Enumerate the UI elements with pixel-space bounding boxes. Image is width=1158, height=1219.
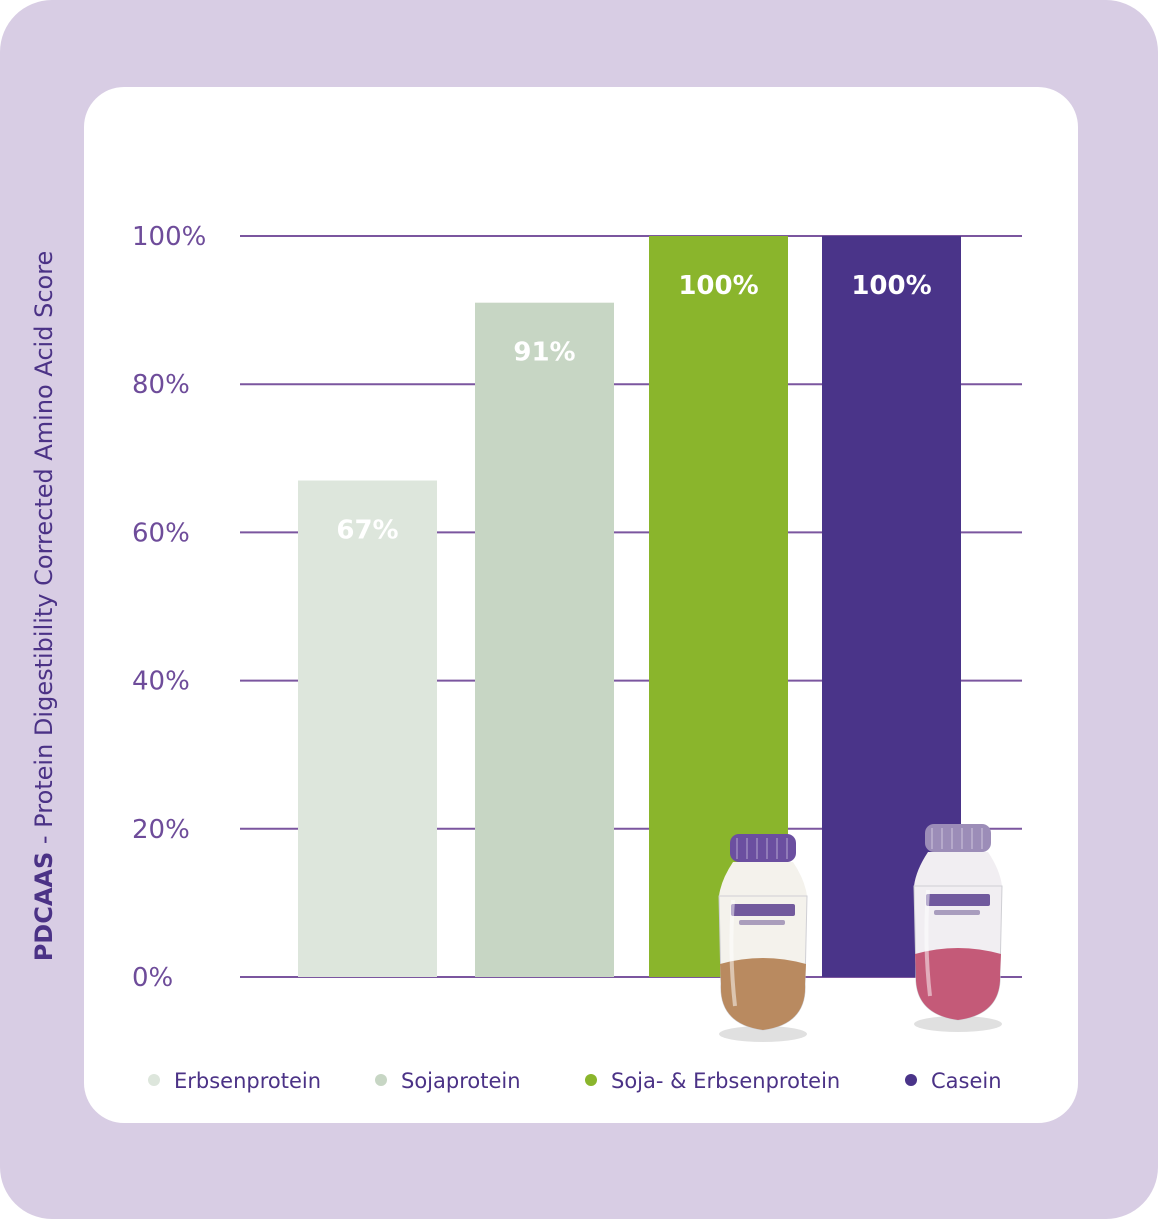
fortimel-energy-bottle	[913, 824, 1003, 1032]
legend-label: Soja- & Erbsenprotein	[611, 1069, 840, 1093]
bar-value-label: 67%	[336, 516, 398, 546]
fortimel-plantbased-bottle	[718, 834, 808, 1042]
legend-label: Erbsenprotein	[174, 1069, 321, 1093]
y-tick-label: 80%	[132, 370, 190, 400]
legend-swatch	[585, 1074, 597, 1086]
bar-value-label: 100%	[678, 271, 758, 301]
bar-sojaprotein	[475, 302, 614, 977]
bar-erbsenprotein	[298, 480, 437, 977]
y-tick-label: 40%	[132, 667, 190, 697]
bars	[298, 236, 961, 977]
y-tick-label: 100%	[132, 222, 206, 252]
y-tick-label: 0%	[132, 963, 173, 993]
y-tick-label: 20%	[132, 815, 190, 845]
legend-swatch	[905, 1074, 917, 1086]
bar-value-labels: 67% 91% 100% 100%	[336, 271, 931, 546]
legend-label: Casein	[931, 1069, 1002, 1093]
bar-value-label: 91%	[513, 338, 575, 368]
bar-value-label: 100%	[851, 271, 931, 301]
y-tick-label: 60%	[132, 518, 190, 548]
y-tick-labels: 0% 20% 40% 60% 80% 100%	[132, 222, 206, 993]
legend: Erbsenprotein Sojaprotein Soja- & Erbsenpr…	[148, 1069, 1002, 1093]
legend-swatch	[375, 1074, 387, 1086]
product-images	[718, 824, 1003, 1042]
legend-label: Sojaprotein	[401, 1069, 521, 1093]
legend-swatch	[148, 1074, 160, 1086]
